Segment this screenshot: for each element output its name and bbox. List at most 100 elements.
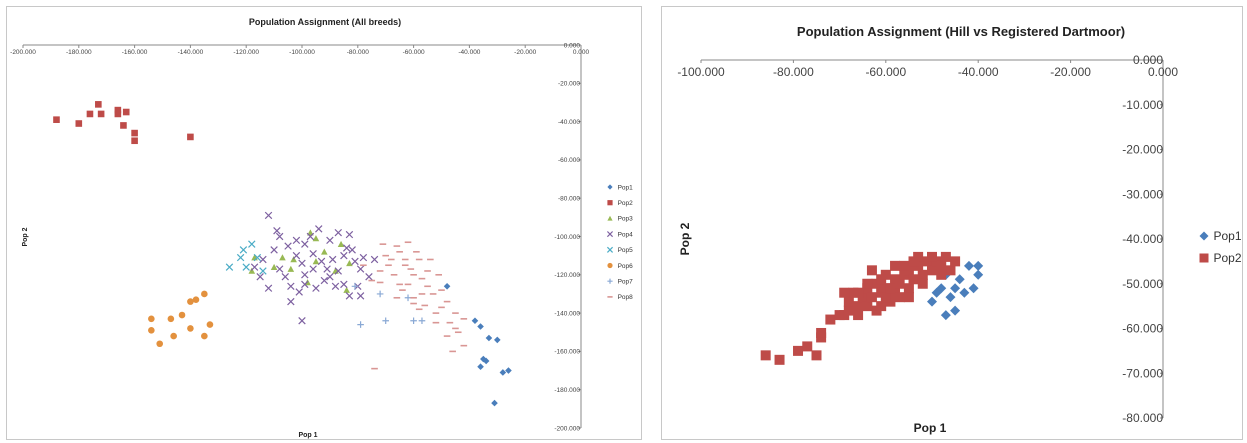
legend-item-pop6: Pop6 bbox=[607, 263, 633, 270]
data-point bbox=[903, 292, 914, 303]
data-point bbox=[239, 246, 248, 254]
data-point bbox=[170, 332, 177, 340]
y-tick-label: -200.000 bbox=[554, 425, 580, 432]
y-tick-label: -120.000 bbox=[554, 272, 580, 279]
data-point bbox=[312, 284, 320, 292]
data-point bbox=[348, 246, 356, 254]
data-point bbox=[315, 225, 323, 233]
data-point bbox=[927, 296, 937, 307]
data-point bbox=[885, 283, 896, 294]
legend-marker bbox=[607, 184, 613, 190]
data-point bbox=[167, 315, 175, 323]
data-point bbox=[351, 282, 359, 290]
data-point bbox=[275, 265, 284, 273]
series-pop2 bbox=[760, 251, 961, 365]
data-point bbox=[192, 296, 200, 303]
data-point bbox=[853, 287, 864, 298]
y-tick-label: -10.000 bbox=[1122, 98, 1163, 112]
data-point bbox=[443, 282, 451, 290]
series-pop8 bbox=[360, 241, 468, 370]
data-point bbox=[178, 311, 186, 319]
data-point bbox=[404, 294, 412, 302]
legend-marker bbox=[607, 215, 613, 221]
data-point bbox=[279, 254, 286, 261]
data-point bbox=[122, 108, 130, 116]
data-point bbox=[505, 367, 512, 374]
data-point bbox=[301, 240, 309, 248]
data-point bbox=[477, 363, 484, 371]
y-tick-label: -60.000 bbox=[558, 157, 580, 164]
legend-item-pop8: Pop8 bbox=[607, 294, 633, 301]
series-pop1 bbox=[927, 260, 984, 321]
data-point bbox=[825, 314, 836, 325]
legend-label: Pop5 bbox=[618, 247, 634, 254]
data-point bbox=[270, 263, 278, 270]
x-tick-label: -120.000 bbox=[233, 49, 259, 56]
data-point bbox=[973, 269, 984, 280]
legend-label: Pop2 bbox=[1214, 251, 1242, 265]
x-tick-label: -80.000 bbox=[773, 65, 814, 79]
data-point bbox=[950, 305, 961, 316]
x-tick-label: -60.000 bbox=[403, 49, 425, 56]
data-point bbox=[940, 251, 951, 262]
y-tick-label: -180.000 bbox=[554, 387, 580, 394]
data-point bbox=[917, 269, 928, 280]
data-point bbox=[839, 287, 850, 298]
data-point bbox=[936, 260, 947, 271]
data-point bbox=[307, 229, 314, 236]
data-point bbox=[53, 116, 60, 123]
data-point bbox=[86, 110, 94, 118]
y-tick-label: -70.000 bbox=[1122, 366, 1163, 380]
series-pop5 bbox=[225, 240, 267, 275]
data-point bbox=[853, 301, 864, 312]
data-point bbox=[927, 265, 937, 276]
data-point bbox=[201, 332, 208, 340]
data-point bbox=[295, 288, 303, 296]
legend-marker bbox=[606, 231, 614, 238]
data-point bbox=[471, 317, 479, 325]
series-pop4 bbox=[250, 211, 379, 325]
data-point bbox=[480, 355, 487, 363]
y-tick-label: -160.000 bbox=[554, 349, 580, 356]
series-pop1 bbox=[443, 282, 512, 407]
data-point bbox=[206, 321, 214, 328]
legend-label: Pop6 bbox=[618, 263, 634, 270]
data-point bbox=[343, 286, 350, 293]
data-point bbox=[908, 274, 919, 285]
legend-label: Pop7 bbox=[618, 278, 634, 285]
data-point bbox=[894, 292, 905, 303]
data-point bbox=[273, 227, 281, 235]
data-point bbox=[802, 341, 813, 352]
data-point bbox=[880, 292, 891, 303]
x-tick-label: -80.000 bbox=[347, 49, 369, 56]
data-point bbox=[253, 253, 262, 262]
data-point bbox=[340, 251, 348, 260]
data-point bbox=[345, 292, 354, 300]
data-point bbox=[120, 122, 127, 129]
data-point bbox=[326, 236, 334, 245]
data-point bbox=[376, 290, 384, 298]
data-point bbox=[264, 284, 273, 292]
data-point bbox=[114, 110, 122, 118]
data-point bbox=[866, 265, 877, 276]
data-point bbox=[908, 256, 919, 267]
data-point bbox=[345, 230, 354, 239]
data-point bbox=[309, 265, 317, 273]
series-pop6 bbox=[148, 290, 214, 348]
data-point bbox=[954, 274, 965, 285]
legend-label: Pop8 bbox=[618, 294, 634, 301]
data-point bbox=[494, 336, 501, 344]
y-tick-label: 0.000 bbox=[1133, 53, 1163, 67]
x-tick-label: -180.000 bbox=[66, 49, 92, 56]
y-axis-label: Pop 2 bbox=[22, 227, 29, 246]
legend-item-pop3: Pop3 bbox=[607, 216, 633, 223]
data-point bbox=[148, 327, 155, 334]
data-point bbox=[899, 260, 910, 271]
data-point bbox=[342, 244, 351, 252]
data-point bbox=[312, 235, 320, 242]
legend-item-pop4: Pop4 bbox=[606, 231, 633, 238]
data-point bbox=[917, 278, 928, 289]
y-tick-label: -30.000 bbox=[1122, 187, 1163, 201]
data-point bbox=[418, 317, 426, 325]
y-tick-label: 0.000 bbox=[564, 42, 581, 49]
